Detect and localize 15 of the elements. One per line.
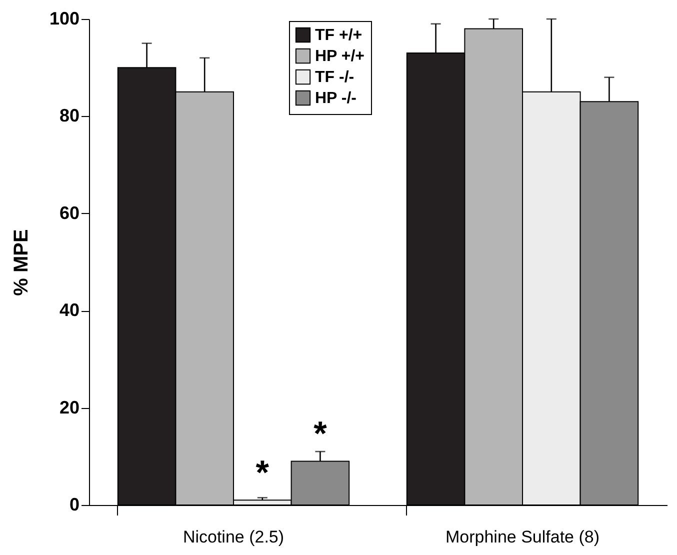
annotation: *	[256, 454, 270, 492]
legend-label: TF +/+	[315, 27, 362, 44]
x-tick-label: Morphine Sulfate (8)	[445, 528, 600, 546]
y-tick-label: 40	[59, 300, 80, 320]
legend-label: HP -/-	[315, 90, 356, 107]
y-tick-label: 0	[69, 494, 80, 514]
y-tick-label: 60	[59, 202, 80, 223]
y-tick-label: 100	[49, 8, 80, 28]
y-tick-label: 80	[59, 106, 80, 126]
legend-label: TF -/-	[315, 69, 354, 86]
y-tick-label: 20	[59, 397, 80, 418]
x-tick-label: Nicotine (2.5)	[182, 528, 284, 546]
annotation: *	[314, 415, 328, 454]
y-axis-title: % MPE	[10, 229, 32, 296]
legend-label: HP +/+	[315, 48, 365, 65]
